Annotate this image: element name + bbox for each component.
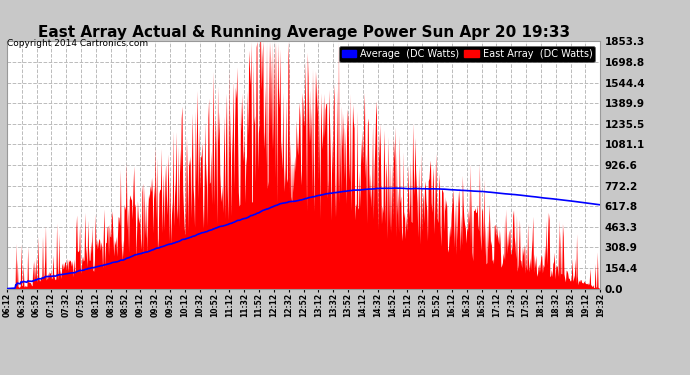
Text: Copyright 2014 Cartronics.com: Copyright 2014 Cartronics.com: [7, 39, 148, 48]
Title: East Array Actual & Running Average Power Sun Apr 20 19:33: East Array Actual & Running Average Powe…: [37, 25, 570, 40]
Legend: Average  (DC Watts), East Array  (DC Watts): Average (DC Watts), East Array (DC Watts…: [339, 46, 595, 62]
